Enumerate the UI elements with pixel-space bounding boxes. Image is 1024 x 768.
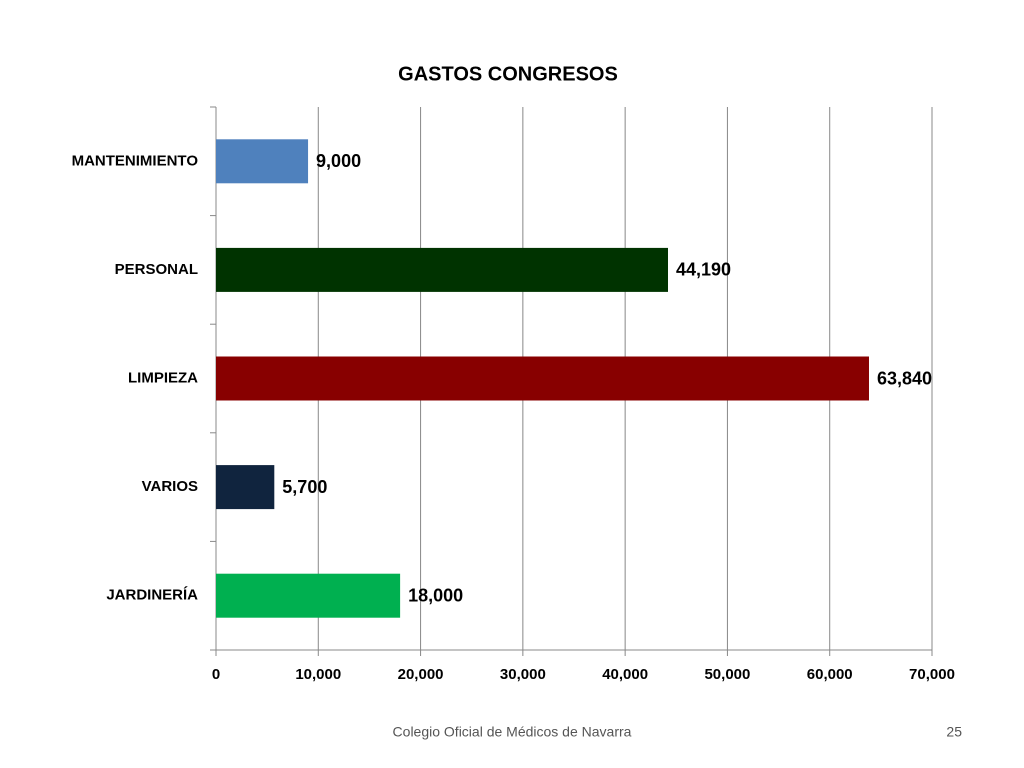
y-tick-label: PERSONAL	[115, 261, 198, 278]
bar	[216, 573, 401, 618]
page-number: 25	[946, 724, 962, 740]
bar	[216, 247, 669, 292]
x-tick-label: 40,000	[602, 666, 648, 683]
value-label: 44,190	[676, 260, 731, 280]
x-tick-label: 30,000	[500, 666, 546, 683]
footer-text: Colegio Oficial de Médicos de Navarra	[393, 724, 632, 740]
y-tick-label: VARIOS	[142, 478, 198, 495]
x-tick-label: 50,000	[704, 666, 750, 683]
value-label: 5,700	[282, 477, 327, 497]
x-tick-label: 10,000	[295, 666, 341, 683]
y-tick-label: LIMPIEZA	[128, 369, 198, 386]
bar	[216, 139, 309, 184]
value-label: 63,840	[877, 368, 932, 388]
value-label: 9,000	[316, 151, 361, 171]
x-tick-label: 0	[212, 666, 220, 683]
y-tick-label: JARDINERÍA	[106, 587, 198, 604]
value-label: 18,000	[408, 585, 463, 605]
bar	[216, 465, 275, 510]
bar	[216, 356, 869, 401]
y-tick-label: MANTENIMIENTO	[72, 152, 199, 169]
x-tick-label: 60,000	[807, 666, 853, 683]
x-tick-label: 20,000	[398, 666, 444, 683]
chart-title: GASTOS CONGRESOS	[398, 63, 618, 85]
x-tick-label: 70,000	[909, 666, 955, 683]
